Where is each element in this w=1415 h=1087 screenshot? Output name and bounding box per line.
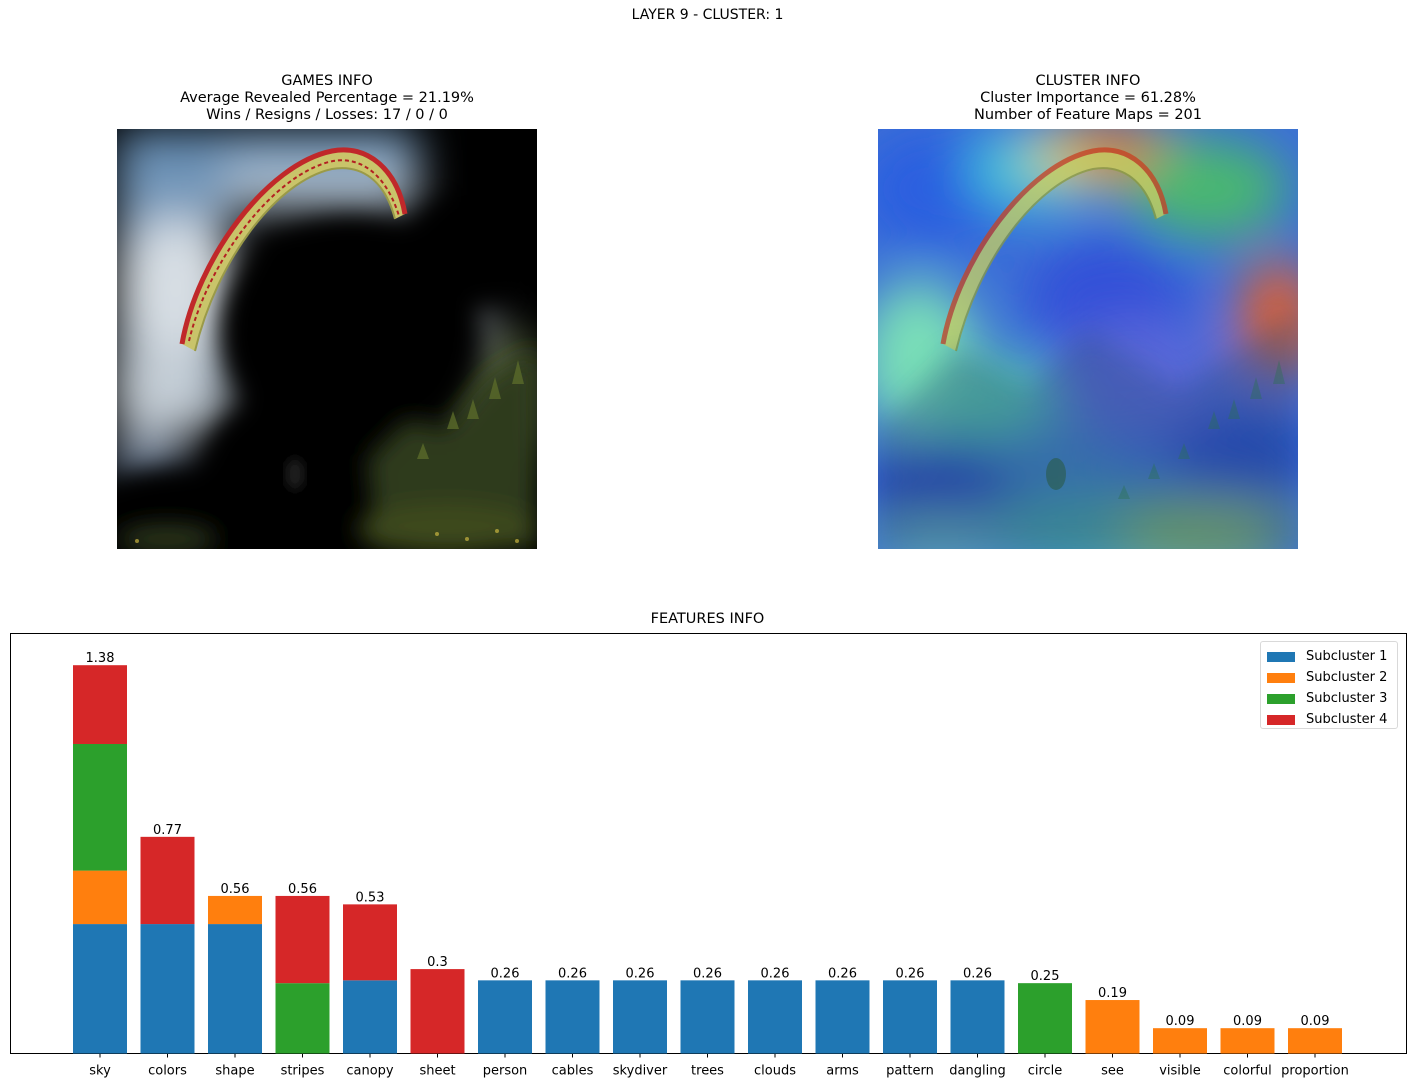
bar-skydiver-subcluster-1 xyxy=(613,980,667,1054)
bar-canopy-subcluster-1 xyxy=(343,980,397,1054)
x-tick-label-clouds: clouds xyxy=(754,1064,796,1079)
bar-sky-subcluster-3 xyxy=(73,743,127,871)
bar-shape-subcluster-2 xyxy=(208,895,262,925)
bar-sky-subcluster-4 xyxy=(73,665,127,744)
legend-label-subcluster-3: Subcluster 3 xyxy=(1306,691,1388,706)
total-label-skydiver: 0.26 xyxy=(626,966,655,981)
cluster-info-importance: Cluster Importance = 61.28% xyxy=(980,90,1196,106)
x-tick-label-skydiver: skydiver xyxy=(613,1064,668,1079)
labels-layer: 1.38 0.77 0.56 0.56 0.53 0.3 0.26 0.26 0.26 0.26 0… xyxy=(86,651,1330,1029)
total-label-clouds: 0.26 xyxy=(761,966,790,981)
bar-dangling-subcluster-1 xyxy=(950,980,1005,1054)
x-tick-label-shape: shape xyxy=(215,1064,254,1079)
legend-item-subcluster-3: Subcluster 3 xyxy=(1267,688,1391,709)
total-label-shape: 0.56 xyxy=(221,882,250,897)
legend-item-subcluster-4: Subcluster 4 xyxy=(1267,709,1391,730)
x-tick-label-colors: colors xyxy=(148,1064,187,1079)
x-tick-label-canopy: canopy xyxy=(346,1064,394,1079)
bar-sheet-subcluster-4 xyxy=(410,969,465,1054)
x-tick-label-proportion: proportion xyxy=(1281,1064,1349,1079)
bars-layer xyxy=(73,665,1342,1054)
total-label-pattern: 0.26 xyxy=(896,966,925,981)
bar-canopy-subcluster-4 xyxy=(343,904,397,981)
bar-sky-subcluster-1 xyxy=(73,924,127,1054)
total-label-trees: 0.26 xyxy=(693,966,722,981)
legend-swatch-subcluster-1 xyxy=(1267,651,1295,662)
bar-cables-subcluster-1 xyxy=(545,980,600,1054)
bar-shape-subcluster-1 xyxy=(208,924,262,1054)
bar-colorful-subcluster-2 xyxy=(1220,1028,1275,1054)
chart-legend: Subcluster 1 Subcluster 2 Subcluster 3 S… xyxy=(1260,641,1398,729)
cluster-info-feature-maps: Number of Feature Maps = 201 xyxy=(973,107,1203,123)
total-label-colors: 0.77 xyxy=(153,823,182,838)
legend-swatch-subcluster-2 xyxy=(1267,672,1295,683)
games-info-heading: GAMES INFO xyxy=(281,73,373,89)
total-label-arms: 0.26 xyxy=(828,966,857,981)
bar-clouds-subcluster-1 xyxy=(748,980,802,1054)
bar-stripes-subcluster-3 xyxy=(275,983,330,1054)
bar-colors-subcluster-4 xyxy=(140,836,195,925)
bar-colors-subcluster-1 xyxy=(140,924,195,1054)
games-info-title: GAMES INFO Average Revealed Percentage =… xyxy=(117,73,537,124)
total-label-circle: 0.25 xyxy=(1031,969,1060,984)
bar-stripes-subcluster-4 xyxy=(275,895,330,984)
bar-pattern-subcluster-1 xyxy=(883,980,937,1054)
x-tick-label-person: person xyxy=(483,1064,528,1079)
x-tick-label-pattern: pattern xyxy=(886,1064,934,1079)
bar-proportion-subcluster-2 xyxy=(1288,1028,1342,1054)
bar-see-subcluster-2 xyxy=(1085,1000,1140,1054)
games-info-record: Wins / Resigns / Losses: 17 / 0 / 0 xyxy=(206,107,448,123)
total-label-person: 0.26 xyxy=(491,966,520,981)
cluster-heatmap-image xyxy=(878,129,1298,549)
x-tick-label-arms: arms xyxy=(826,1064,859,1079)
legend-item-subcluster-2: Subcluster 2 xyxy=(1267,667,1391,688)
cluster-info-heading: CLUSTER INFO xyxy=(1035,73,1141,89)
x-tick-label-visible: visible xyxy=(1159,1064,1201,1079)
x-tick-label-dangling: dangling xyxy=(949,1064,1005,1079)
legend-label-subcluster-2: Subcluster 2 xyxy=(1306,670,1388,685)
legend-label-subcluster-4: Subcluster 4 xyxy=(1306,712,1388,727)
total-label-visible: 0.09 xyxy=(1166,1014,1195,1029)
x-ticks-layer: sky colors shape stripes canopy sheet person ca… xyxy=(89,1053,1349,1079)
total-label-sky: 1.38 xyxy=(86,651,115,666)
total-label-stripes: 0.56 xyxy=(288,882,317,897)
bar-trees-subcluster-1 xyxy=(680,980,735,1054)
legend-swatch-subcluster-3 xyxy=(1267,693,1295,704)
total-label-colorful: 0.09 xyxy=(1233,1014,1262,1029)
x-tick-label-colorful: colorful xyxy=(1223,1064,1271,1079)
figure-suptitle: LAYER 9 - CLUSTER: 1 xyxy=(631,7,784,23)
total-label-canopy: 0.53 xyxy=(356,890,385,905)
x-tick-label-trees: trees xyxy=(691,1064,724,1079)
total-label-sheet: 0.3 xyxy=(427,955,448,970)
games-info-revealed-percentage: Average Revealed Percentage = 21.19% xyxy=(180,90,474,106)
masked-paraglider-image xyxy=(117,129,537,549)
x-tick-label-cables: cables xyxy=(552,1064,594,1079)
bar-sky-subcluster-2 xyxy=(73,870,127,925)
legend-item-subcluster-1: Subcluster 1 xyxy=(1267,646,1391,667)
bar-arms-subcluster-1 xyxy=(815,980,870,1054)
total-label-dangling: 0.26 xyxy=(963,966,992,981)
total-label-cables: 0.26 xyxy=(558,966,587,981)
bar-visible-subcluster-2 xyxy=(1153,1028,1207,1054)
legend-label-subcluster-1: Subcluster 1 xyxy=(1306,649,1388,664)
total-label-see: 0.19 xyxy=(1098,986,1127,1001)
x-tick-label-stripes: stripes xyxy=(281,1064,325,1079)
cluster-info-title: CLUSTER INFO Cluster Importance = 61.28%… xyxy=(878,73,1298,124)
bar-circle-subcluster-3 xyxy=(1018,983,1072,1054)
total-label-proportion: 0.09 xyxy=(1301,1014,1330,1029)
x-tick-label-see: see xyxy=(1101,1064,1124,1079)
bar-person-subcluster-1 xyxy=(478,980,532,1054)
x-tick-label-sheet: sheet xyxy=(419,1064,455,1079)
features-info-title: FEATURES INFO xyxy=(650,611,765,627)
x-tick-label-sky: sky xyxy=(89,1064,111,1079)
legend-swatch-subcluster-4 xyxy=(1267,714,1295,725)
x-tick-label-circle: circle xyxy=(1028,1064,1063,1079)
